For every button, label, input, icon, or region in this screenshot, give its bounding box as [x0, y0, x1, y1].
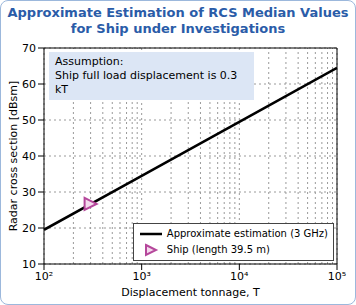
- svg-text:70: 70: [22, 42, 36, 55]
- svg-text:40: 40: [22, 150, 36, 163]
- html-text:Radar cross section [dBsm]: Radar cross section [dBsm]: [7, 80, 20, 232]
- html-text:Approximate Estimation of RCS: Approximate Estimation of RCS Median Val…: [7, 5, 349, 36]
- html-text:Assumption: Ship full load dis: Assumption: Ship full load displacement …: [55, 55, 238, 96]
- svg-text:10⁴: 10⁴: [230, 270, 249, 283]
- svg-text:10⁵: 10⁵: [328, 270, 346, 283]
- svg-text:50: 50: [22, 114, 36, 127]
- svg-text:20: 20: [22, 222, 36, 235]
- html-text:Approximate estimation (3 GHz): Approximate estimation (3 GHz): [166, 228, 328, 239]
- svg-text:30: 30: [22, 186, 36, 199]
- svg-text:10³: 10³: [132, 270, 150, 283]
- html-text:Ship (length 39.5 m): Ship (length 39.5 m): [166, 244, 270, 255]
- svg-text:10²: 10²: [35, 270, 53, 283]
- svg-text:60: 60: [22, 78, 36, 91]
- html-text:Displacement tonnage, T: Displacement tonnage, T: [121, 286, 260, 299]
- svg-text:10: 10: [22, 258, 36, 271]
